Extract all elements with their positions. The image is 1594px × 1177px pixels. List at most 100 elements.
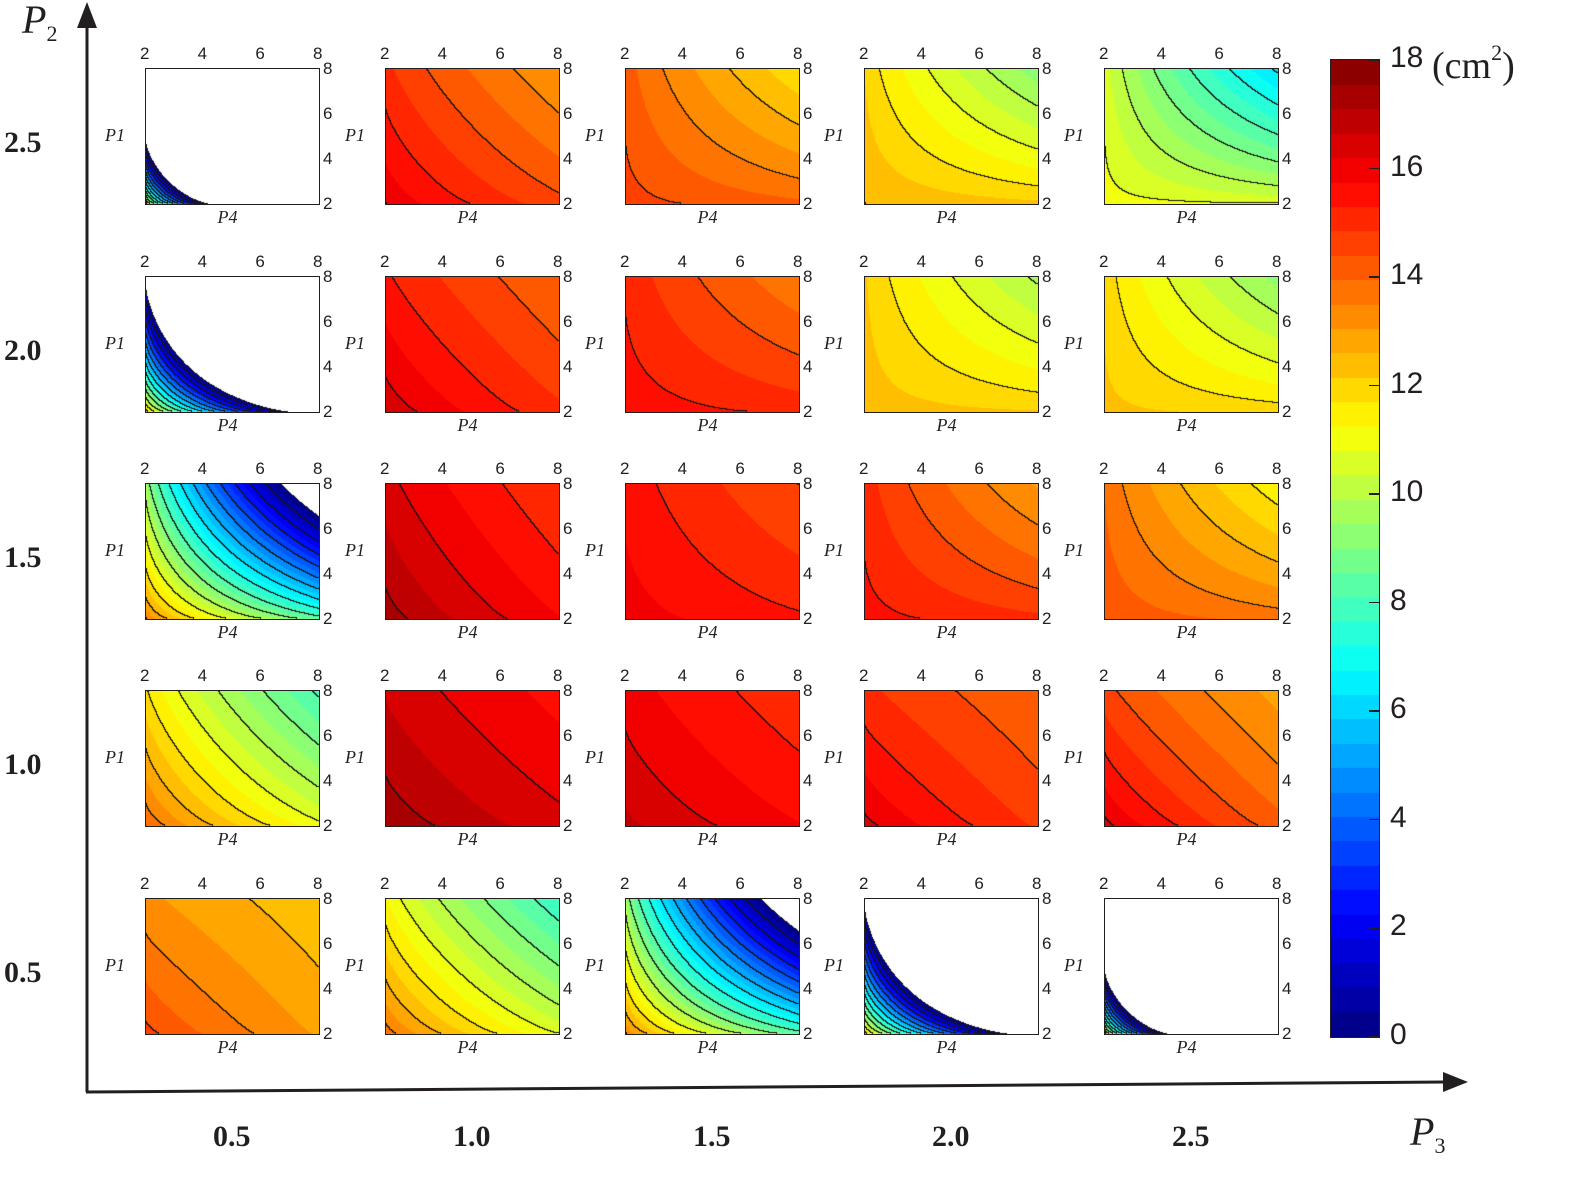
panel-x-tick: 8: [1032, 44, 1042, 63]
x-tick-label: 1.0: [453, 1120, 491, 1153]
panel-y-label: P1: [105, 746, 125, 767]
x-axis-line: [85, 1080, 1446, 1094]
panel-x-tick: 8: [793, 459, 803, 478]
panel-y-tick: 6: [323, 726, 333, 745]
panel-y-tick: 8: [323, 59, 333, 78]
panel-x-tick: 4: [1156, 252, 1167, 271]
colorbar-tick-label: 0: [1390, 1018, 1407, 1051]
panel-y-tick: 6: [323, 104, 333, 123]
colorbar: [1330, 59, 1380, 1038]
panel-y-tick: 6: [563, 726, 573, 745]
panel-y-tick: 8: [1042, 889, 1052, 908]
contour-panel: [145, 276, 320, 413]
panel-y-tick: 6: [803, 104, 813, 123]
contour-panel: [385, 690, 560, 827]
panel-x-tick: 6: [1214, 459, 1224, 478]
contour-panel: [145, 483, 320, 620]
panel-y-tick: 2: [323, 1024, 333, 1043]
contour-panel: [385, 483, 560, 620]
panel-x-label: P4: [457, 622, 478, 642]
contour-panel: [864, 898, 1039, 1035]
panel-x-tick: 8: [553, 459, 563, 478]
contour-panel: [1104, 483, 1279, 620]
panel-x-tick: 6: [735, 252, 745, 271]
panel-x-tick: 4: [197, 666, 208, 685]
panel-y-tick: 4: [803, 979, 813, 998]
panel-y-label: P1: [1064, 124, 1084, 145]
colorbar-tick-label: 8: [1390, 583, 1407, 617]
panel-x-tick: 2: [859, 459, 869, 478]
panel-y-tick: 4: [803, 357, 813, 376]
panel-x-tick: 4: [677, 874, 688, 893]
panel-y-tick: 6: [323, 312, 333, 331]
panel-x-tick: 8: [1272, 44, 1282, 63]
panel-x-tick: 6: [495, 874, 505, 893]
panel-y-tick: 2: [323, 194, 333, 213]
panel-y-tick: 6: [1042, 726, 1052, 745]
panel-y-tick: 2: [1282, 1024, 1292, 1043]
panel-y-tick: 4: [1282, 357, 1292, 376]
x-tick-label: 2.0: [932, 1120, 970, 1153]
panel-x-label: P4: [217, 829, 238, 849]
panel-y-tick: 4: [803, 149, 813, 168]
contour-panel: [864, 690, 1039, 827]
contour-panel: [145, 68, 320, 205]
panel-x-tick: 6: [1214, 44, 1224, 63]
panel-y-tick: 6: [563, 519, 573, 538]
panel-y-tick: 8: [323, 681, 333, 700]
panel-y-tick: 4: [563, 564, 573, 583]
panel-y-tick: 4: [1042, 979, 1052, 998]
panel-y-tick: 2: [803, 402, 813, 421]
panel-y-label: P1: [824, 124, 844, 145]
panel-x-tick: 4: [677, 44, 688, 63]
panel-x-tick: 4: [1156, 874, 1167, 893]
panel-x-tick: 4: [437, 252, 448, 271]
panel-x-tick: 2: [1099, 874, 1109, 893]
panel-x-tick: 4: [437, 459, 448, 478]
panel-x-tick: 4: [916, 44, 927, 63]
panel-x-tick: 6: [974, 459, 984, 478]
panel-x-tick: 2: [1099, 459, 1109, 478]
panel-x-tick: 6: [255, 252, 265, 271]
panel-x-tick: 2: [1099, 666, 1109, 685]
panel-x-tick: 8: [793, 874, 803, 893]
colorbar-tick-mark: [1369, 493, 1379, 495]
panel-x-tick: 2: [380, 44, 390, 63]
panel-y-tick: 4: [563, 149, 573, 168]
contour-panel: [625, 276, 800, 413]
panel-y-tick: 6: [1042, 312, 1052, 331]
colorbar-tick-mark: [1369, 59, 1379, 61]
colorbar-tick-mark: [1369, 1036, 1379, 1038]
panel-x-tick: 6: [255, 874, 265, 893]
panel-x-tick: 6: [495, 459, 505, 478]
panel-y-tick: 2: [1042, 402, 1052, 421]
panel-x-tick: 2: [1099, 44, 1109, 63]
panel-y-tick: 2: [1042, 609, 1052, 628]
panel-y-tick: 4: [1042, 149, 1052, 168]
panel-y-tick: 4: [323, 979, 333, 998]
y-tick-label: 1.0: [4, 747, 42, 781]
panel-x-tick: 2: [380, 874, 390, 893]
panel-y-tick: 8: [1282, 267, 1292, 286]
panel-x-tick: 8: [1032, 874, 1042, 893]
panel-x-tick: 6: [735, 44, 745, 63]
contour-panel: [625, 690, 800, 827]
panel-x-tick: 4: [197, 44, 208, 63]
contour-panel: [625, 898, 800, 1035]
panel-y-tick: 4: [323, 564, 333, 583]
panel-y-tick: 4: [563, 979, 573, 998]
panel-x-tick: 6: [1214, 252, 1224, 271]
panel-y-label: P1: [1064, 332, 1084, 353]
panel-x-label: P4: [217, 1037, 238, 1057]
panel-y-tick: 8: [1042, 267, 1052, 286]
panel-y-label: P1: [824, 746, 844, 767]
panel-y-tick: 8: [1282, 889, 1292, 908]
panel-y-tick: 8: [1042, 681, 1052, 700]
colorbar-tick-label: 2: [1390, 909, 1407, 943]
panel-x-label: P4: [457, 829, 478, 849]
panel-x-tick: 8: [313, 252, 323, 271]
contour-panel: [145, 898, 320, 1035]
panel-y-tick: 6: [1282, 726, 1292, 745]
panel-x-label: P4: [697, 415, 718, 435]
x-axis-arrow-icon: [1443, 1072, 1468, 1092]
